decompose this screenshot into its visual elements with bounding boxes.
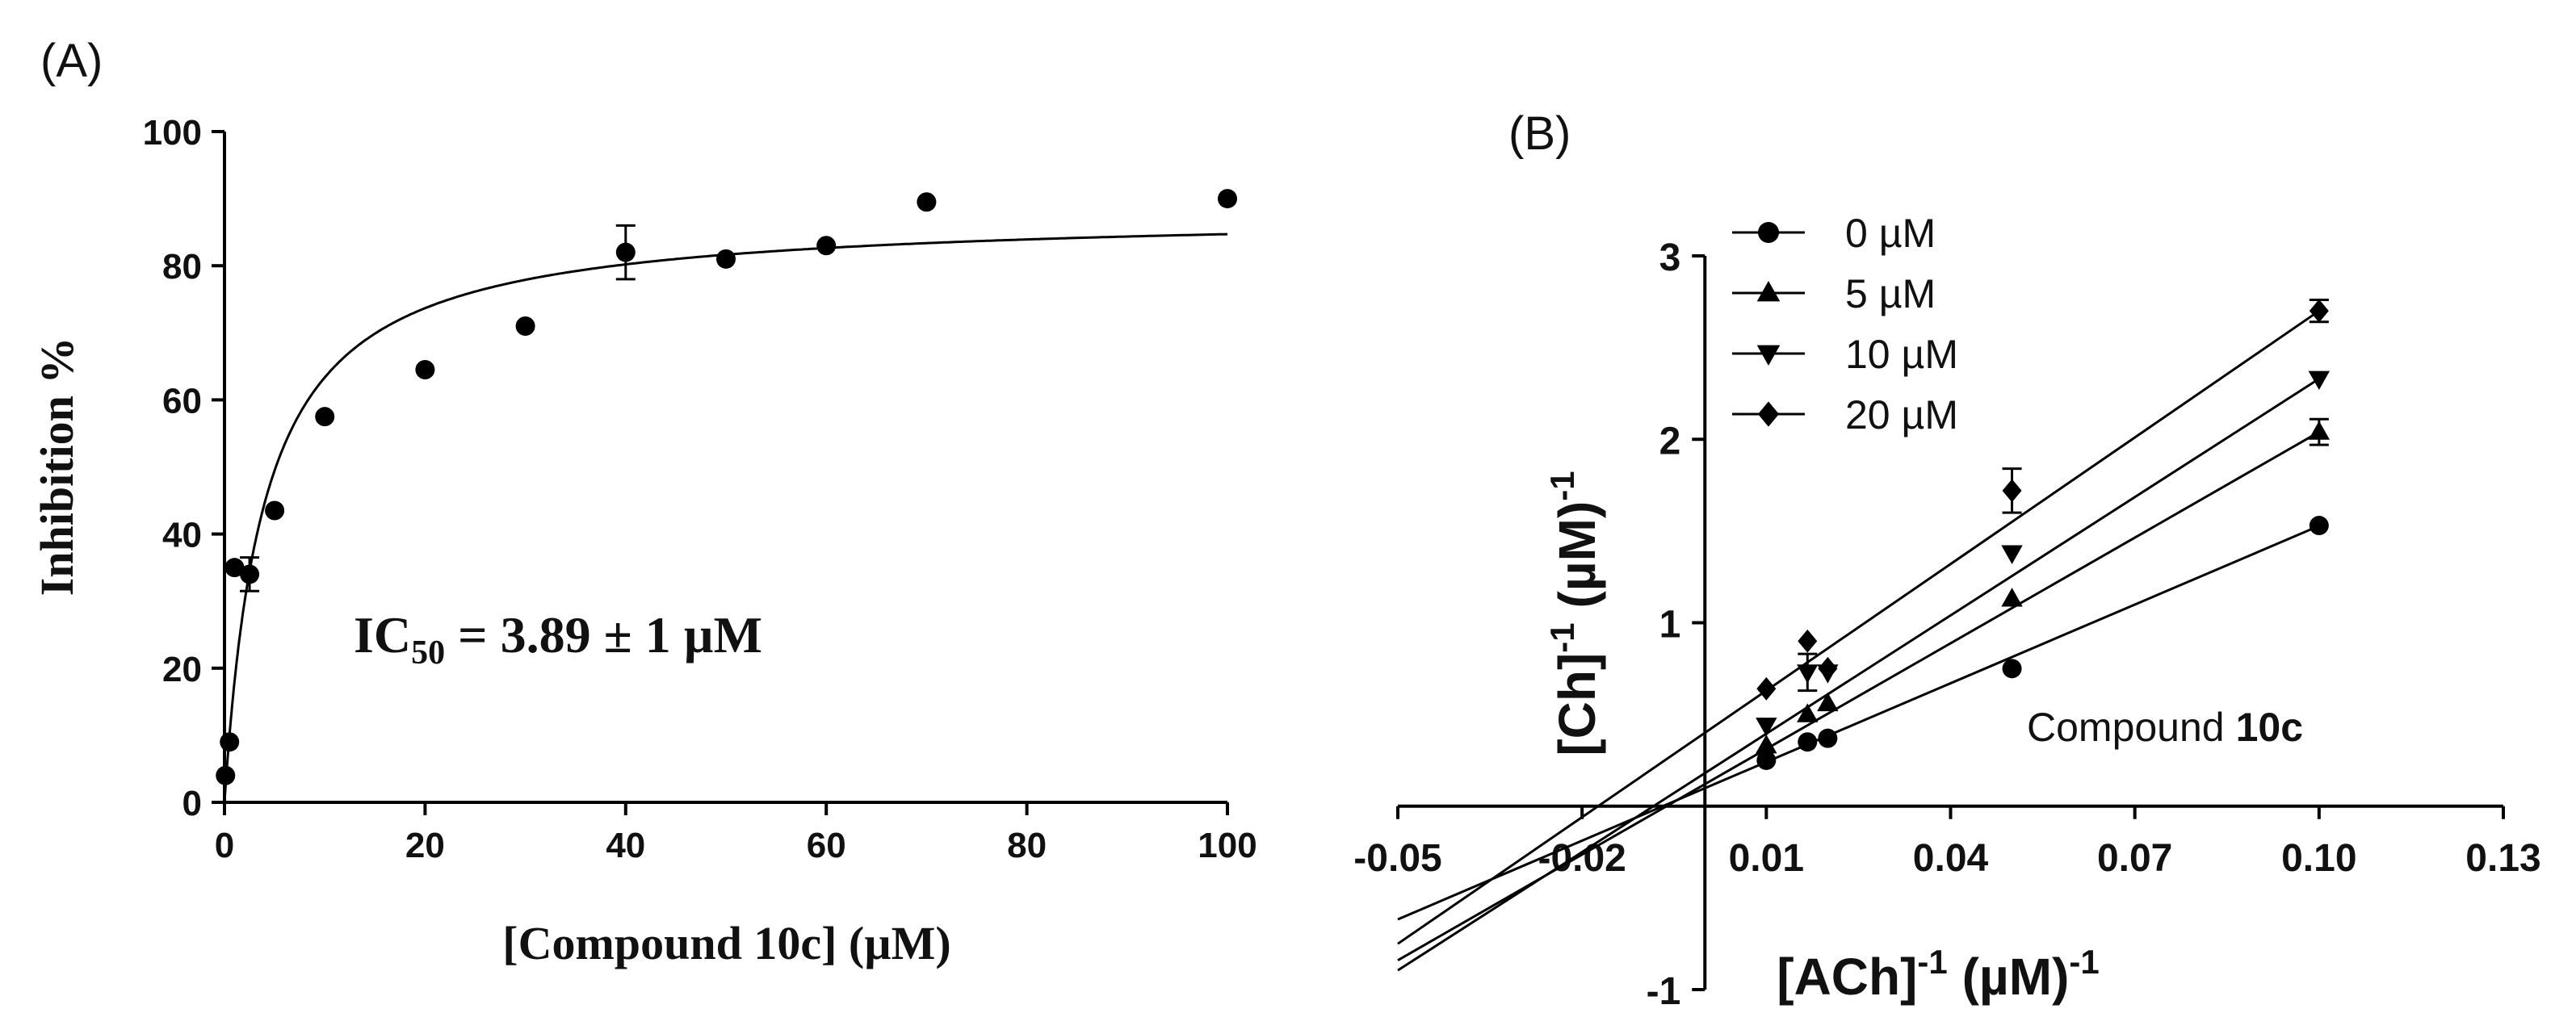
x-label-base: [ACh]: [1777, 948, 1917, 1006]
panel-a-y-axis-label: Inhibition %: [31, 337, 83, 597]
x-label-unit-sup: -1: [2069, 943, 2099, 981]
y-tick-label: 80: [162, 247, 202, 287]
y-tick-label: 100: [143, 113, 202, 153]
data-point: [2002, 659, 2022, 679]
x-tick-label: 20: [405, 826, 445, 865]
data-point: [265, 500, 285, 521]
panel-b-y-axis-label: [Ch]-1 (µM)-1: [1543, 471, 1606, 756]
legend-marker: [1758, 222, 1779, 243]
panel-a-data-points: [216, 189, 1237, 785]
panel-a-label: (A): [40, 35, 103, 87]
data-point: [2001, 545, 2023, 564]
y-tick-label: 2: [1659, 420, 1681, 463]
data-point: [2308, 370, 2331, 391]
compound-annotation: Compound 10c: [2027, 705, 2303, 750]
y-label-unit-sup: -1: [1543, 471, 1581, 500]
x-tick-label: 0.04: [1913, 837, 1989, 880]
data-point: [1756, 750, 1777, 770]
x-label-unit: (µM): [1948, 948, 2070, 1006]
data-point: [2309, 516, 2329, 536]
data-point: [615, 242, 636, 262]
y-tick-label: 3: [1659, 237, 1681, 279]
panel-a-x-axis-label: [Compound 10c] (µM): [502, 917, 950, 969]
data-point: [315, 407, 335, 427]
data-point: [415, 360, 435, 380]
y-label-base: [Ch]: [1548, 653, 1606, 756]
legend-marker: [1756, 345, 1781, 366]
y-label-unit: (µM): [1548, 501, 1606, 623]
x-tick-label: 0.01: [1729, 837, 1804, 880]
data-point: [1756, 718, 1777, 737]
data-point: [1798, 629, 1818, 653]
regression-line: [1397, 377, 2320, 972]
legend-label: 10 µM: [1845, 332, 1958, 377]
compound-annotation-bold: 10c: [2236, 705, 2303, 750]
x-tick-label: 40: [606, 826, 645, 865]
data-point: [1798, 732, 1818, 752]
ic50-value: = 3.89 ± 1 µM: [445, 606, 762, 664]
legend-label: 5 µM: [1845, 271, 1936, 316]
data-point: [1818, 656, 1838, 680]
panel-a: (A) 0 20 40 60 80 100 0 20 40 60 80 100 [Compound 1…: [31, 35, 1257, 969]
data-point: [1218, 189, 1237, 209]
data-point: [216, 765, 236, 785]
regression-line: [1397, 525, 2320, 921]
panel-a-fit-curve: [224, 232, 1228, 795]
panel-b-label: (B): [1508, 107, 1571, 160]
data-point: [240, 564, 260, 584]
x-tick-label: 0.13: [2465, 837, 2540, 880]
x-tick-label: 0.10: [2281, 837, 2356, 880]
x-tick-label: -0.05: [1353, 837, 1441, 880]
legend-label: 20 µM: [1845, 392, 1958, 437]
y-tick-label: 1: [1659, 604, 1681, 647]
data-point: [2001, 588, 2023, 607]
data-point: [224, 558, 245, 578]
x-label-sup: -1: [1917, 943, 1947, 981]
legend-label: 0 µM: [1845, 211, 1936, 256]
legend-marker: [1758, 401, 1779, 427]
x-tick-label: 0.07: [2097, 837, 2172, 880]
regression-line: [1397, 309, 2320, 945]
data-point: [1817, 692, 1839, 712]
legend-marker: [1756, 281, 1781, 302]
y-tick-label: 20: [162, 650, 202, 689]
x-tick-label: 80: [1007, 826, 1047, 865]
data-point: [220, 732, 240, 752]
data-point: [1797, 664, 1819, 684]
ic50-prefix: IC: [354, 606, 411, 664]
x-tick-label: 0: [215, 826, 234, 865]
x-tick-label: 100: [1198, 826, 1257, 865]
data-point: [515, 316, 535, 336]
data-point: [1756, 734, 1777, 754]
data-point: [716, 249, 736, 269]
data-point: [917, 192, 937, 212]
data-point: [2002, 479, 2022, 503]
ic50-subscript: 50: [411, 634, 445, 672]
panel-a-axes: 0 20 40 60 80 100 0 20 40 60 80 100: [143, 113, 1257, 865]
panel-b: (B) -0.05 -0.02 0.01 0.04 0.07 0.10 0.13-1123 …: [1353, 107, 2540, 1013]
y-tick-label: 40: [162, 516, 202, 555]
x-tick-label: 60: [807, 826, 846, 865]
panel-b-x-axis-label: [ACh]-1 (µM)-1: [1777, 943, 2099, 1006]
y-tick-label: 60: [162, 381, 202, 421]
y-tick-label: -1: [1647, 970, 1681, 1013]
data-point: [816, 236, 837, 256]
compound-annotation-text: Compound: [2027, 705, 2225, 750]
panel-b-legend: 0 µM 5 µM 10 µM 20 µM: [1732, 211, 1958, 437]
data-point: [2309, 299, 2329, 323]
data-point: [1797, 703, 1819, 722]
y-tick-label: 0: [183, 784, 202, 823]
data-point: [1818, 728, 1838, 748]
data-point: [2308, 421, 2331, 440]
y-label-sup: -1: [1543, 622, 1581, 652]
panel-b-data-points: [1756, 299, 2331, 770]
panel-b-regression-lines: [1397, 309, 2320, 972]
ic50-annotation: IC50 = 3.89 ± 1 µM: [354, 606, 762, 672]
fit-curve: [224, 232, 1228, 795]
data-point: [1756, 676, 1777, 701]
